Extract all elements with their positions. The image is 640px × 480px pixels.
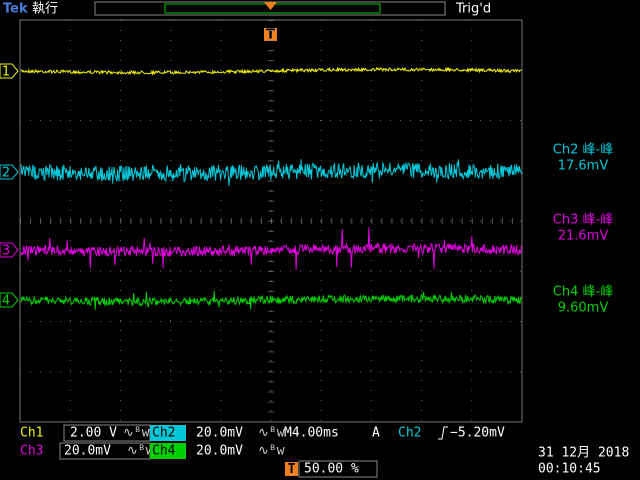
settings: Ch1 2.00 V ∿ᴮw Ch2 20.0mV ∿ᴮw M4.00ms A … xyxy=(20,424,629,478)
slope-icon xyxy=(438,426,448,440)
measurement-value: 17.6mV xyxy=(558,159,609,174)
measurement-value: 9.60mV xyxy=(558,301,609,316)
ch2-label-bg xyxy=(150,425,186,441)
waveform xyxy=(20,66,522,76)
trigger-source: Ch2 xyxy=(398,426,421,441)
bw-icon: ∿ᴮw xyxy=(258,444,285,459)
measurements: Ch2 峰-峰17.6mV Ch3 峰-峰21.6mV Ch4 峰-峰9.60mV xyxy=(553,143,613,316)
measurement-label: Ch4 峰-峰 xyxy=(553,285,613,300)
channel-marker xyxy=(0,63,19,79)
waveform xyxy=(20,291,522,310)
measurement-label: Ch2 峰-峰 xyxy=(553,143,613,158)
measurement-value: 21.6mV xyxy=(558,229,609,244)
ch3-scale: 20.0mV xyxy=(64,444,111,459)
bw-icon: ∿ᴮw xyxy=(127,444,154,459)
run-status: 執行 xyxy=(32,1,58,17)
trigger-state: Trig'd xyxy=(455,2,491,17)
trigger-level: −5.20mV xyxy=(450,426,505,441)
timebase: M4.00ms xyxy=(284,426,339,441)
ch3-label: Ch3 xyxy=(20,444,43,459)
bw-icon: ∿ᴮw xyxy=(123,426,150,441)
waveform xyxy=(20,226,522,270)
channel-marker xyxy=(0,164,19,180)
date: 31 12月 2018 xyxy=(538,446,629,461)
ch4-label: Ch4 xyxy=(152,444,176,459)
waveform xyxy=(20,159,522,186)
ch4-scale: 20.0mV xyxy=(196,444,243,459)
measurement-label: Ch3 峰-峰 xyxy=(553,213,613,228)
trigger-top-marker xyxy=(264,2,277,10)
ch2-scale: 20.0mV xyxy=(196,426,243,441)
trigger-mode: A xyxy=(372,426,380,441)
channel-marker-label: 2 xyxy=(2,166,10,181)
traces xyxy=(20,66,522,310)
trigger-pos-marker xyxy=(264,28,277,41)
trigger-pos-box xyxy=(298,460,378,478)
trigger-pos-icon xyxy=(285,462,298,476)
ch1-label: Ch1 xyxy=(20,426,43,441)
ch1-scale: 2.00 V xyxy=(70,426,117,441)
channel-marker xyxy=(0,242,19,258)
channel-marker xyxy=(0,292,19,308)
trigger-pos-icon-label: T xyxy=(288,462,296,477)
trigger-position: 50.00 % xyxy=(304,462,359,477)
trigger-pos-label: T xyxy=(266,28,275,43)
channel-marker-label: 3 xyxy=(2,244,10,259)
channel-markers: 1 2 3 4 xyxy=(0,63,19,309)
time: 00:10:45 xyxy=(538,462,601,477)
graticule xyxy=(20,20,522,422)
brand: Tek xyxy=(3,2,28,17)
bw-icon: ∿ᴮw xyxy=(258,426,285,441)
channel-marker-label: 1 xyxy=(2,65,10,80)
ch2-label: Ch2 xyxy=(152,426,175,441)
channel-marker-label: 4 xyxy=(2,294,10,309)
ch4-label-bg xyxy=(150,443,186,459)
